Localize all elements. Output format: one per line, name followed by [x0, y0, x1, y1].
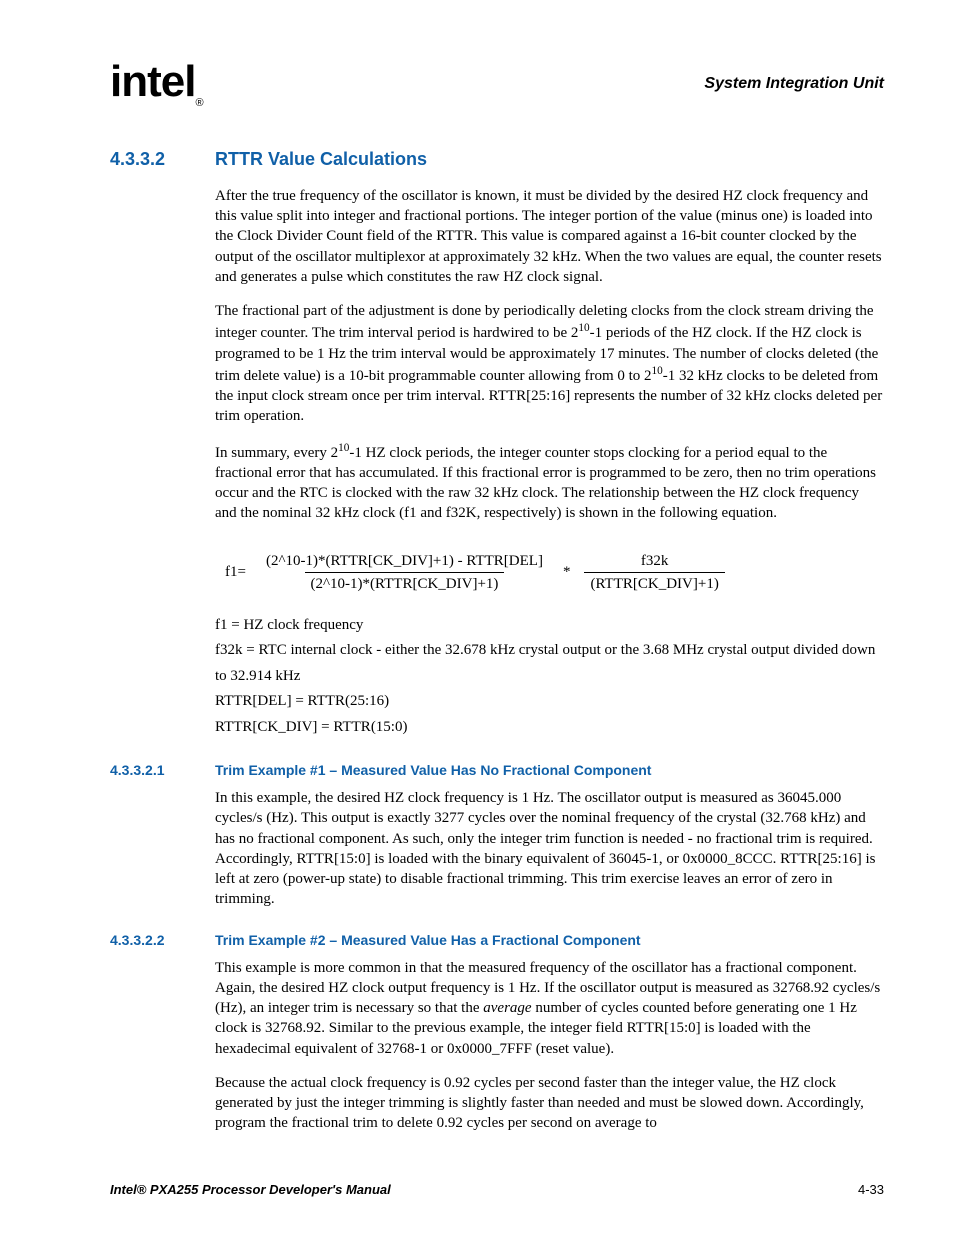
page: intel® System Integration Unit 4.3.3.2 R…: [0, 0, 954, 1235]
page-number: 4-33: [858, 1182, 884, 1197]
def-line: f1 = HZ clock frequency: [215, 613, 884, 639]
fraction-2: f32k (RTTR[CK_DIV]+1): [584, 552, 724, 593]
def-line: f32k = RTC internal clock - either the 3…: [215, 638, 884, 689]
definitions: f1 = HZ clock frequency f32k = RTC inter…: [215, 613, 884, 741]
heading-4332: 4.3.3.2 RTTR Value Calculations: [110, 149, 884, 170]
fraction-1: (2^10-1)*(RTTR[CK_DIV]+1) - RTTR[DEL] (2…: [260, 552, 549, 593]
registered-mark: ®: [195, 97, 202, 109]
equation-f1: f1= (2^10-1)*(RTTR[CK_DIV]+1) - RTTR[DEL…: [225, 552, 884, 593]
section-title: Trim Example #2 – Measured Value Has a F…: [215, 932, 641, 948]
header-section-title: System Integration Unit: [704, 75, 884, 93]
paragraph: Because the actual clock frequency is 0.…: [215, 1073, 884, 1134]
logo-text: intel: [110, 57, 195, 106]
section-number: 4.3.3.2.1: [110, 762, 215, 778]
paragraph: This example is more common in that the …: [215, 958, 884, 1059]
paragraph: After the true frequency of the oscillat…: [215, 186, 884, 287]
body-43321: In this example, the desired HZ clock fr…: [215, 788, 884, 910]
footer-title: Intel® PXA255 Processor Developer's Manu…: [110, 1182, 391, 1197]
heading-43322: 4.3.3.2.2 Trim Example #2 – Measured Val…: [110, 932, 884, 948]
paragraph: In summary, every 210-1 HZ clock periods…: [215, 441, 884, 524]
section-number: 4.3.3.2: [110, 149, 215, 170]
emphasis-average: average: [483, 1000, 531, 1016]
section-title: Trim Example #1 – Measured Value Has No …: [215, 762, 651, 778]
formula-op: *: [563, 564, 571, 581]
body-4332: After the true frequency of the oscillat…: [215, 186, 884, 524]
def-line: RTTR[DEL] = RTTR(25:16): [215, 689, 884, 715]
page-footer: Intel® PXA255 Processor Developer's Manu…: [110, 1182, 884, 1197]
page-header: intel® System Integration Unit: [110, 60, 884, 109]
paragraph: The fractional part of the adjustment is…: [215, 301, 884, 427]
intel-logo: intel®: [110, 60, 203, 109]
heading-43321: 4.3.3.2.1 Trim Example #1 – Measured Val…: [110, 762, 884, 778]
section-title: RTTR Value Calculations: [215, 149, 427, 170]
paragraph: In this example, the desired HZ clock fr…: [215, 788, 884, 910]
def-line: RTTR[CK_DIV] = RTTR(15:0): [215, 715, 884, 741]
section-number: 4.3.3.2.2: [110, 932, 215, 948]
body-43322: This example is more common in that the …: [215, 958, 884, 1134]
formula-lhs: f1=: [225, 564, 246, 581]
